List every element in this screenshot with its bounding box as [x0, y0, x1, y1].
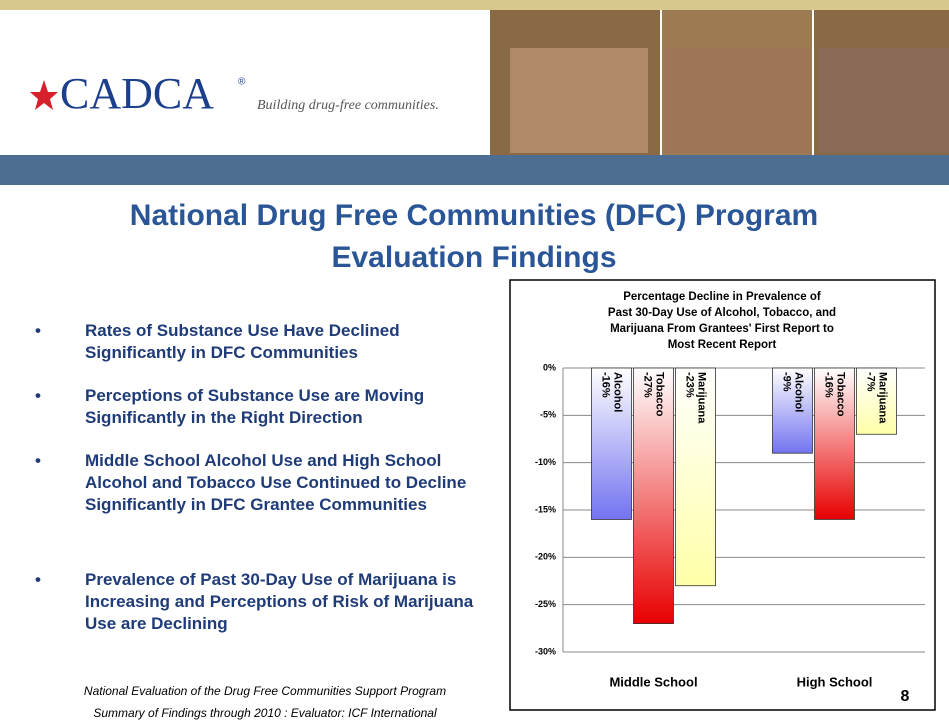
- x-tick-label: High School: [797, 674, 873, 689]
- y-tick-label: -20%: [535, 552, 556, 562]
- chart-title: Percentage Decline in Prevalence of: [623, 291, 821, 303]
- registered: ®: [238, 77, 246, 88]
- page-number: 8: [901, 688, 910, 705]
- chart-title: Marijuana From Grantees' First Report to: [610, 323, 834, 335]
- footer: Summary of Findings through 2010 : Evalu…: [93, 706, 437, 720]
- photo: [818, 48, 949, 153]
- bar-value-label: -9%: [781, 372, 793, 392]
- bullet-text: Rates of Substance Use Have Declined Sig…: [85, 320, 475, 364]
- bar-series-label: Tobacco: [654, 372, 666, 417]
- bar-series-label: Alcohol: [612, 372, 624, 412]
- tagline: Building drug-free communities.: [257, 98, 439, 113]
- logo-star: [30, 80, 58, 110]
- photo: [510, 48, 648, 153]
- bar-value-label: -27%: [642, 372, 654, 398]
- photo: [665, 48, 810, 153]
- footer: National Evaluation of the Drug Free Com…: [84, 684, 446, 698]
- bar-series-label: Alcohol: [793, 372, 805, 412]
- y-tick-label: -15%: [535, 504, 556, 514]
- y-tick-label: 0%: [543, 362, 556, 372]
- bar-value-label: -16%: [600, 372, 612, 398]
- y-tick-label: -30%: [535, 646, 556, 656]
- slide-title: National Drug Free Communities (DFC) Pro…: [130, 199, 818, 232]
- chart-title: Most Recent Report: [668, 339, 777, 351]
- bullet-text: Prevalence of Past 30-Day Use of Marijua…: [85, 569, 475, 635]
- bar-series-label: Marijuana: [877, 372, 889, 424]
- bullet-text: Perceptions of Substance Use are Moving …: [85, 385, 475, 429]
- bar: [676, 368, 716, 586]
- y-tick-label: -10%: [535, 457, 556, 467]
- y-tick-label: -25%: [535, 599, 556, 609]
- bar-series-label: Tobacco: [835, 372, 847, 417]
- slide: CADCA ® Building drug-free communities. …: [0, 0, 949, 720]
- logo: CADCA: [60, 69, 214, 118]
- bar-value-label: -7%: [865, 372, 877, 392]
- header-bar: [0, 155, 949, 185]
- bullet-text: Middle School Alcohol Use and High Schoo…: [85, 450, 475, 516]
- slide-title: Evaluation Findings: [331, 241, 616, 274]
- y-tick-label: -5%: [540, 410, 556, 420]
- x-tick-label: Middle School: [609, 674, 697, 689]
- bar-series-label: Marijuana: [696, 372, 708, 424]
- chart-title: Past 30-Day Use of Alcohol, Tobacco, and: [608, 307, 836, 319]
- bar-value-label: -16%: [823, 372, 835, 398]
- bar: [634, 368, 674, 624]
- top-band: [0, 0, 949, 10]
- bar-value-label: -23%: [684, 372, 696, 398]
